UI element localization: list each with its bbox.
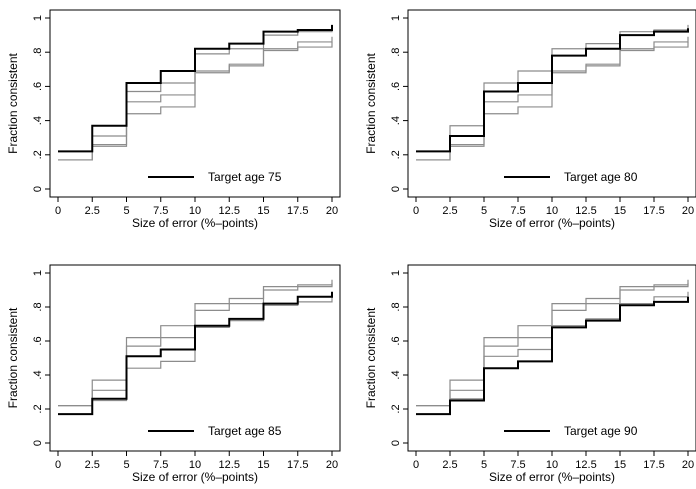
x-tick-label: 20 (682, 459, 694, 471)
series-line-3 (58, 283, 333, 407)
legend-label: Target age 90 (564, 424, 638, 438)
x-tick-label: 17.5 (287, 459, 308, 471)
y-tick-label: .8 (32, 48, 44, 57)
x-tick-label: 20 (326, 205, 338, 217)
series-line-highlight (416, 28, 689, 153)
x-axis-title: Size of error (%–points) (489, 216, 615, 230)
y-tick-label: .6 (390, 336, 402, 345)
x-tick-label: 7.5 (153, 459, 168, 471)
x-tick-label: 17.5 (643, 459, 664, 471)
legend-label: Target age 85 (208, 424, 282, 438)
x-tick-label: 17.5 (287, 205, 308, 217)
x-tick-label: 20 (682, 205, 694, 217)
y-tick-label: .4 (32, 370, 44, 379)
y-tick-label: 1 (390, 15, 402, 21)
y-tick-label: .4 (32, 116, 44, 125)
legend-label: Target age 75 (208, 170, 282, 184)
x-tick-label: 12.5 (575, 205, 596, 217)
series-line-highlight (58, 291, 333, 416)
y-tick-label: 0 (390, 186, 402, 192)
series-line-highlight (58, 24, 333, 153)
legend-box (138, 166, 334, 188)
series-line-highlight (416, 296, 689, 416)
x-tick-label: 15 (257, 205, 269, 217)
x-tick-label: 12.5 (219, 205, 240, 217)
x-tick-label: 15 (614, 459, 626, 471)
x-tick-label: 0 (55, 205, 61, 217)
y-axis-title: Fraction consistent (364, 307, 378, 408)
x-tick-label: 10 (189, 459, 201, 471)
x-tick-label: 2.5 (85, 205, 100, 217)
y-tick-label: .4 (390, 370, 402, 379)
x-tick-label: 5 (123, 205, 129, 217)
x-tick-label: 15 (614, 205, 626, 217)
y-tick-label: .8 (32, 302, 44, 311)
x-tick-label: 0 (413, 205, 419, 217)
y-axis-title: Fraction consistent (6, 307, 20, 408)
y-tick-label: .6 (32, 82, 44, 91)
x-tick-label: 2.5 (85, 459, 100, 471)
y-tick-label: .6 (390, 82, 402, 91)
legend-label: Target age 80 (564, 170, 638, 184)
y-axis-title: Fraction consistent (364, 52, 378, 153)
y-tick-label: 1 (32, 270, 44, 276)
y-tick-label: .2 (390, 150, 402, 159)
x-tick-label: 10 (546, 205, 558, 217)
y-tick-label: .2 (32, 404, 44, 413)
x-tick-label: 10 (189, 205, 201, 217)
x-tick-label: 7.5 (510, 205, 525, 217)
x-tick-label: 7.5 (153, 205, 168, 217)
x-tick-label: 20 (326, 459, 338, 471)
series-line-3 (416, 283, 689, 407)
x-tick-label: 17.5 (643, 205, 664, 217)
y-axis-title: Fraction consistent (6, 52, 20, 153)
y-tick-label: 0 (32, 440, 44, 446)
y-tick-label: .4 (390, 116, 402, 125)
x-tick-label: 10 (546, 459, 558, 471)
x-tick-label: 2.5 (442, 459, 457, 471)
x-tick-label: 12.5 (575, 459, 596, 471)
y-tick-label: .2 (32, 150, 44, 159)
y-tick-label: 0 (32, 186, 44, 192)
legend-box (494, 166, 690, 188)
y-tick-label: 0 (390, 440, 402, 446)
x-tick-label: 0 (413, 459, 419, 471)
x-tick-label: 5 (123, 459, 129, 471)
y-tick-label: 1 (32, 15, 44, 21)
x-axis-title: Size of error (%–points) (132, 216, 258, 230)
x-axis-title: Size of error (%–points) (489, 470, 615, 484)
x-tick-label: 5 (481, 205, 487, 217)
series-line-4 (58, 41, 333, 161)
legend-box (138, 420, 334, 442)
legend-box (494, 420, 690, 442)
y-tick-label: .8 (390, 48, 402, 57)
x-tick-label: 2.5 (442, 205, 457, 217)
x-tick-label: 15 (257, 459, 269, 471)
x-tick-label: 7.5 (510, 459, 525, 471)
y-tick-label: .2 (390, 404, 402, 413)
y-tick-label: .8 (390, 302, 402, 311)
x-axis-title: Size of error (%–points) (132, 470, 258, 484)
x-tick-label: 0 (55, 459, 61, 471)
y-tick-label: .6 (32, 336, 44, 345)
y-tick-label: 1 (390, 270, 402, 276)
x-tick-label: 5 (481, 459, 487, 471)
x-tick-label: 12.5 (219, 459, 240, 471)
